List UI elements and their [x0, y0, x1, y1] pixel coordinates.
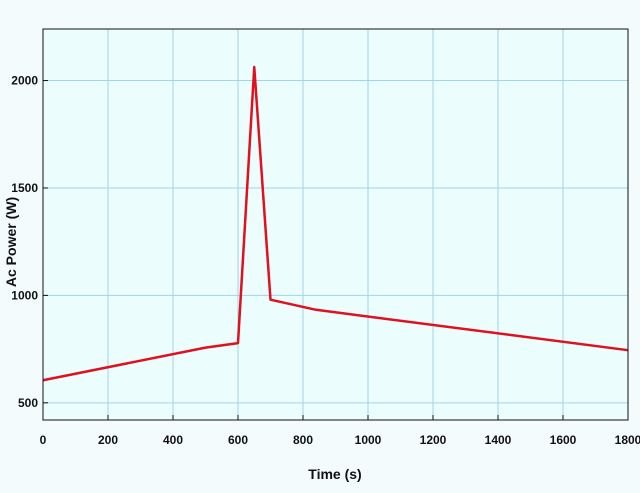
x-tick-label: 600	[228, 433, 248, 447]
y-tick-label: 500	[18, 396, 38, 410]
y-axis-label: Ac Power (W)	[3, 197, 19, 287]
x-axis-label: Time (s)	[308, 466, 361, 482]
x-tick-label: 0	[40, 433, 47, 447]
y-tick-label: 1000	[11, 288, 38, 302]
x-tick-label: 400	[163, 433, 183, 447]
y-tick-labels: 500 1000 1500 2000	[11, 74, 38, 410]
x-tick-label: 1800	[615, 433, 640, 447]
x-tick-label: 1200	[420, 433, 447, 447]
tick-marks	[42, 80, 629, 420]
plot-area	[43, 29, 628, 420]
y-tick-label: 2000	[11, 74, 38, 88]
plot-frame	[42, 28, 629, 421]
x-tick-label: 200	[98, 433, 118, 447]
x-tick-labels: 0 200 400 600 800 1000 1200 1400 1600 1800	[40, 433, 640, 447]
x-tick-label: 1600	[550, 433, 577, 447]
y-tick-label: 1500	[11, 181, 38, 195]
x-tick-label: 800	[293, 433, 313, 447]
x-tick-label: 1400	[485, 433, 512, 447]
x-tick-label: 1000	[355, 433, 382, 447]
